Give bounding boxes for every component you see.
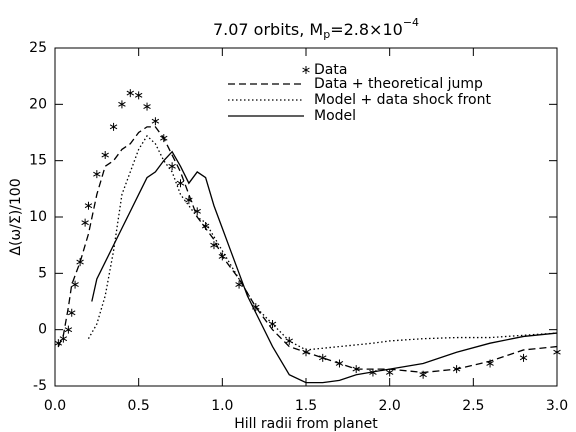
x-tick-label: 3.0: [546, 398, 568, 414]
x-axis-label: Hill radii from planet: [234, 416, 378, 432]
data-point: [68, 308, 76, 317]
data-point: [84, 201, 93, 210]
legend-label: Model + data shock front: [314, 92, 491, 108]
y-tick-label: 5: [38, 265, 47, 281]
data-point: [519, 353, 528, 362]
y-tick-label: 0: [38, 322, 47, 338]
data-point: [134, 91, 143, 100]
x-tick-label: 0.5: [128, 398, 150, 414]
data-point: [64, 325, 73, 334]
data-point: [109, 122, 118, 131]
data-point: [118, 100, 126, 109]
x-tick-label: 1.0: [211, 398, 233, 414]
data-point: [176, 179, 185, 188]
legend-label: Data + theoretical jump: [314, 76, 483, 92]
x-tick-label: 2.0: [379, 398, 401, 414]
data-point: [553, 348, 561, 357]
y-tick-label: 20: [29, 96, 47, 112]
chart-title: 7.07 orbits, Mp=2.8×10−4: [213, 16, 419, 41]
x-tick-label: 1.5: [295, 398, 317, 414]
data-point: [81, 218, 89, 227]
y-tick-label: 15: [29, 153, 47, 169]
data-point: [151, 117, 160, 126]
data-point: [385, 368, 394, 377]
data-point: [143, 102, 151, 111]
data-point: [268, 320, 277, 329]
data-point: [126, 89, 135, 98]
x-tick-label: 2.5: [462, 398, 484, 414]
series-line: [91, 150, 558, 384]
y-tick-label: -5: [33, 378, 47, 394]
y-tick-label: 25: [29, 40, 47, 56]
legend-marker: [302, 66, 310, 74]
legend-label: Model: [314, 108, 356, 124]
y-axis-label: Δ(ω/Σ)/100: [8, 178, 24, 255]
data-point: [76, 258, 84, 267]
series-line: [87, 134, 558, 351]
y-tick-label: 10: [29, 209, 47, 225]
data-point: [71, 280, 79, 289]
legend-label: Data: [314, 62, 347, 78]
series-line: [57, 126, 558, 374]
data-point: [168, 162, 176, 171]
data-point: [101, 151, 109, 160]
data-point: [93, 170, 101, 179]
x-tick-label: 0.0: [44, 398, 66, 414]
data-point: [319, 353, 327, 362]
